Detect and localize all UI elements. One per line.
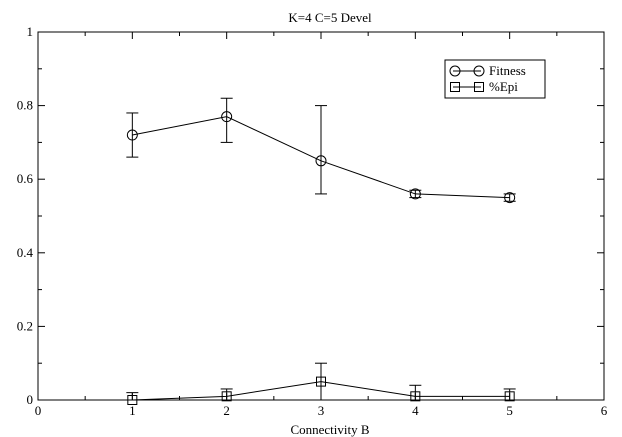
x-tick-label: 6: [601, 403, 608, 418]
plot-area: 0 1 2 3 4 5 6 0 0.2 0.4 0.6 0.8 1: [17, 24, 608, 418]
x-tick-label: 5: [506, 403, 513, 418]
y-tick-label: 0.2: [17, 318, 33, 333]
y-tick-label: 1: [27, 24, 34, 39]
y-tick-label: 0: [27, 392, 34, 407]
legend-marker-epi: [474, 82, 484, 92]
legend-label-epi: %Epi: [489, 79, 518, 94]
y-tick-label: 0.4: [17, 245, 34, 260]
data-point-epi: [127, 395, 138, 405]
data-point-fitness: [315, 155, 327, 167]
legend-label-fitness: Fitness: [489, 63, 526, 78]
data-point-fitness: [409, 188, 421, 200]
legend-marker-fitness: [473, 65, 485, 77]
data-point-epi: [504, 391, 515, 402]
x-tick-label: 1: [129, 403, 136, 418]
x-tick-label: 0: [35, 403, 42, 418]
chart-title: K=4 C=5 Devel: [288, 10, 372, 25]
data-point-fitness: [221, 111, 233, 123]
x-axis-title: Connectivity B: [290, 422, 369, 437]
legend-box: [444, 59, 546, 99]
y-tick-label: 0.8: [17, 98, 33, 113]
data-point-epi: [316, 376, 326, 387]
y-tick-label: 0.6: [17, 171, 34, 186]
legend-marker-epi: [450, 82, 460, 92]
x-tick-label: 2: [223, 403, 230, 418]
data-point-fitness: [126, 129, 138, 141]
data-point-epi: [410, 391, 421, 402]
data-point-fitness: [504, 192, 516, 204]
legend: Fitness%Epi: [444, 59, 546, 99]
legend-marker-fitness: [449, 65, 461, 77]
x-tick-label: 3: [318, 403, 325, 418]
x-tick-label: 4: [412, 403, 419, 418]
data-point-epi: [221, 391, 232, 402]
